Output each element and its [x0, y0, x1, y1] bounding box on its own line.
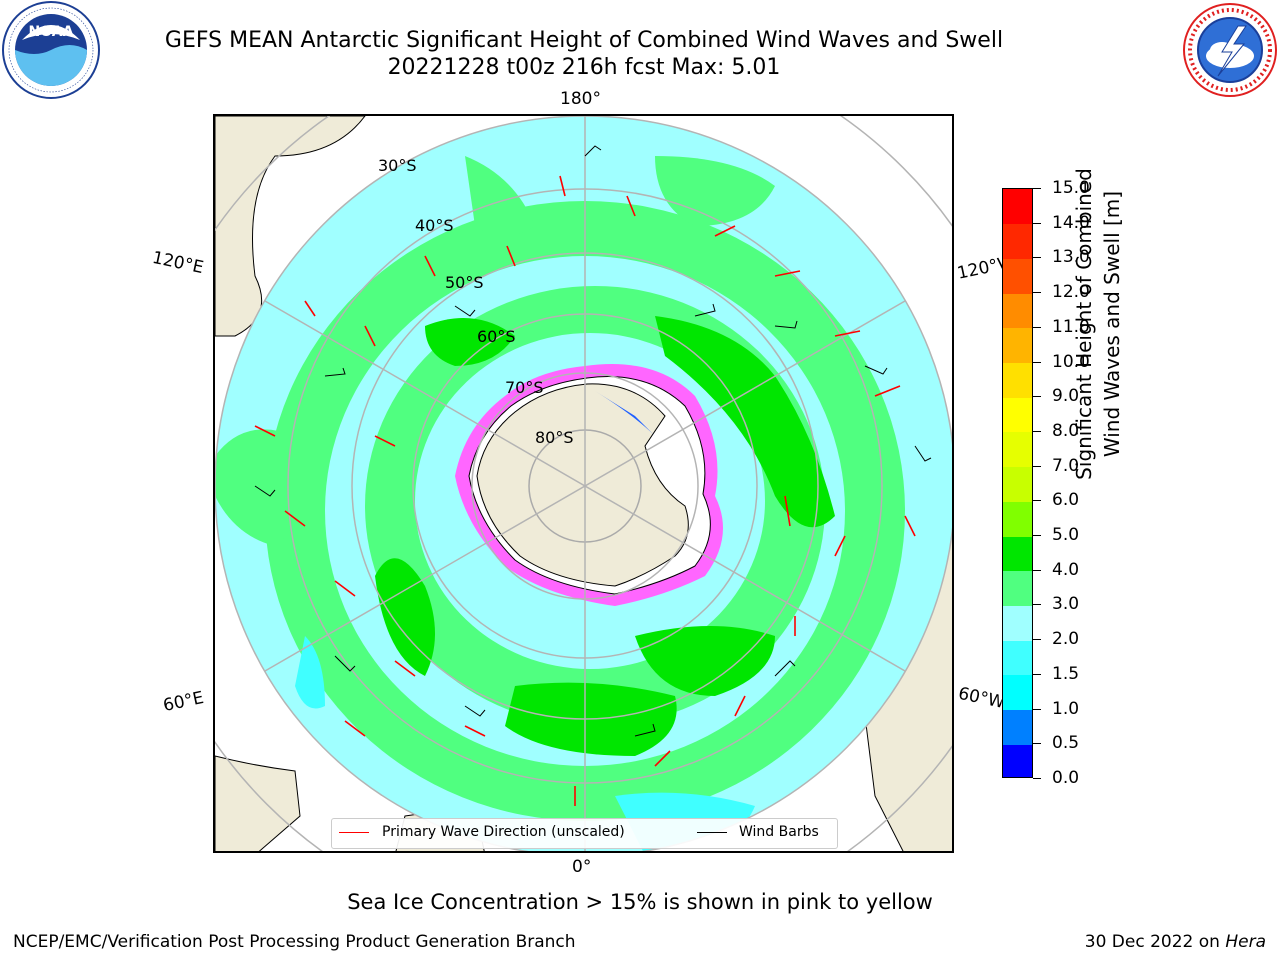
nws-logo [1178, 0, 1280, 100]
wave-direction-legend-label: Primary Wave Direction (unscaled) [382, 824, 625, 840]
lon-label-180: 180° [560, 89, 601, 109]
wind-barbs [254, 145, 932, 737]
colorbar-tick [1033, 569, 1041, 571]
lat-label-80s: 80°S [535, 428, 574, 447]
graticule [215, 116, 952, 851]
colorbar-segment [1003, 189, 1032, 225]
lat-label-30s: 30°S [378, 156, 417, 175]
footer-date-text: 30 Dec 2022 on [1084, 932, 1226, 952]
colorbar-tick-label: 2.0 [1052, 629, 1080, 650]
colorbar-segment [1003, 744, 1032, 777]
colorbar-tick-label: 3.0 [1052, 594, 1080, 615]
colorbar-tick-label: 5.0 [1052, 525, 1080, 546]
colorbar-tick-label: 9.0 [1052, 386, 1080, 407]
colorbar-tick [1033, 361, 1041, 363]
colorbar-tick-label: 0.0 [1052, 768, 1080, 788]
colorbar-tick-label: 4.0 [1052, 559, 1080, 580]
footer-credit: NCEP/EMC/Verification Post Processing Pr… [13, 932, 576, 952]
antarctica [455, 364, 723, 606]
lon-label-60w: 60°W [956, 683, 1004, 713]
colorbar-segment [1003, 501, 1032, 537]
polar-map: 30°S 40°S 50°S 60°S 70°S 80°S [215, 116, 952, 851]
map-legend: Primary Wave Direction (unscaled) Wind B… [331, 818, 838, 849]
colorbar-segment [1003, 397, 1032, 433]
noaa-logo-text: NOAA [29, 24, 74, 40]
footer-machine: Hera [1225, 932, 1266, 952]
colorbar-segment [1003, 536, 1032, 572]
lon-label-0: 0° [572, 857, 592, 877]
lat-label-60s: 60°S [477, 327, 516, 346]
footer-date: 30 Dec 2022 on Hera [1085, 932, 1266, 952]
colorbar-segment [1003, 327, 1032, 364]
colorbar-tick [1033, 465, 1041, 467]
colorbar-segment [1003, 431, 1032, 468]
colorbar-segment [1003, 674, 1032, 711]
colorbar-tick-label: 6.0 [1052, 490, 1080, 511]
colorbar-tick [1033, 743, 1041, 745]
lat-label-50s: 50°S [445, 273, 484, 292]
colorbar-tick-label: 0.5 [1052, 733, 1080, 754]
colorbar-tick [1033, 188, 1041, 189]
sea-ice-note: Sea Ice Concentration > 15% is shown in … [347, 890, 933, 914]
lat-label-70s: 70°S [505, 378, 544, 397]
colorbar-segment [1003, 362, 1032, 398]
colorbar-tick-label: 14.0 [1052, 212, 1090, 233]
colorbar-title: Significant Height of Combined Wind Wave… [1072, 168, 1124, 480]
colorbar-tick [1033, 708, 1041, 710]
wind-barbs-legend-label: Wind Barbs [739, 824, 819, 840]
colorbar-segment [1003, 709, 1032, 745]
colorbar-tick-label: 15.0 [1052, 178, 1090, 198]
colorbar-segment [1003, 605, 1032, 641]
chart-title: GEFS MEAN Antarctic Significant Height o… [164, 28, 1004, 53]
noaa-logo: NOAA [0, 0, 104, 104]
map-panel: 30°S 40°S 50°S 60°S 70°S 80°S [213, 114, 954, 853]
chart-subtitle: 20221228 t00z 216h fcst Max: 5.01 [387, 55, 781, 80]
colorbar-tick [1033, 222, 1041, 224]
colorbar-tick [1033, 326, 1041, 328]
colorbar-tick-label: 12.0 [1052, 282, 1090, 303]
colorbar-tick-label: 1.0 [1052, 698, 1080, 719]
colorbar-tick [1033, 500, 1041, 502]
colorbar-segment [1003, 466, 1032, 502]
colorbar-tick-label: 10.0 [1052, 351, 1090, 372]
colorbar-tick [1033, 430, 1041, 432]
wave-direction-arrows [254, 175, 916, 806]
lon-label-120e: 120°E [150, 247, 206, 279]
colorbar-segment [1003, 293, 1032, 329]
colorbar-tick [1033, 292, 1041, 294]
colorbar-tick [1033, 535, 1041, 537]
colorbar-tick [1033, 639, 1041, 641]
lon-label-60e: 60°E [161, 687, 206, 717]
colorbar-tick [1033, 604, 1041, 606]
colorbar-segment [1003, 223, 1032, 259]
wave-direction-legend-line [339, 832, 369, 833]
colorbar-tick [1033, 673, 1041, 675]
colorbar-segment [1003, 640, 1032, 676]
colorbar-tick [1033, 778, 1041, 779]
colorbar-tick-label: 1.5 [1052, 663, 1080, 684]
colorbar-tick-label: 13.0 [1052, 247, 1090, 268]
colorbar [1002, 188, 1033, 778]
colorbar-tick [1033, 257, 1041, 259]
colorbar-tick-label: 7.0 [1052, 455, 1080, 476]
wind-barbs-legend-line [697, 832, 727, 833]
colorbar-tick [1033, 396, 1041, 398]
lat-label-40s: 40°S [415, 216, 454, 235]
colorbar-segment [1003, 258, 1032, 294]
colorbar-segment [1003, 570, 1032, 606]
colorbar-tick-label: 8.0 [1052, 420, 1080, 441]
colorbar-tick-label: 11.0 [1052, 316, 1090, 337]
